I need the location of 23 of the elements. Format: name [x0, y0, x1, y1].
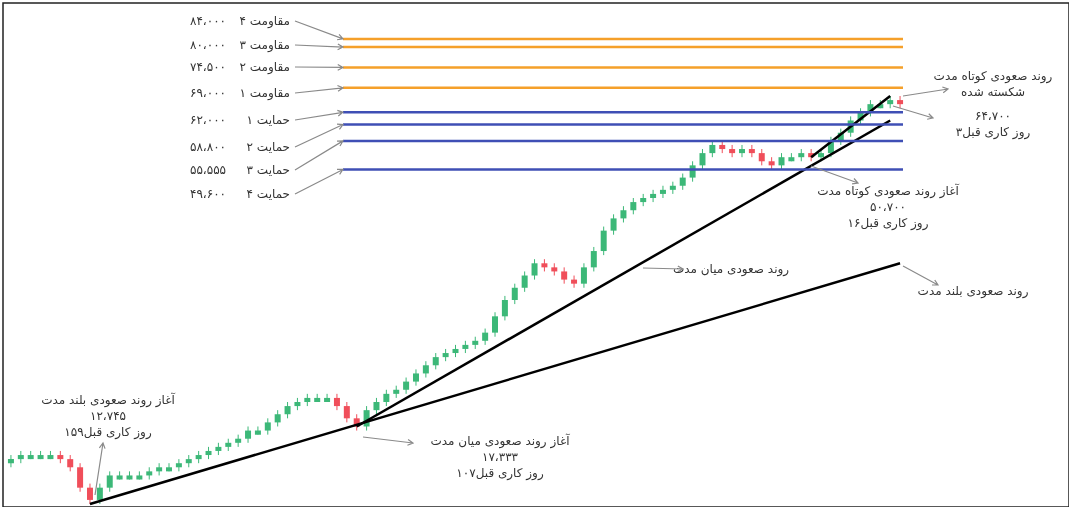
annotation: ۶۲،۰۰۰: [189, 113, 227, 127]
text: ۶۴،۷۰۰ ۳روز کاری قبل: [955, 109, 1031, 140]
annotation: آغاز روند صعودی کوتاه مدت ۵۰،۷۰۰ ۱۶روز کاری قبل: [817, 183, 960, 231]
text: روند صعودی کوتاه مدت شکسته شده: [933, 69, 1053, 99]
ref-line-label: مقاومت ۴: [239, 14, 290, 29]
ref-line-label: حمایت ۱: [246, 113, 290, 127]
ref-line-label: مقاومت ۱: [239, 86, 290, 101]
ref-line-label: حمایت ۳: [246, 163, 290, 177]
text: روند صعودی بلند مدت: [917, 284, 1029, 299]
text: ۸۰،۰۰۰: [189, 38, 227, 52]
annotation: ۴۹،۶۰۰: [189, 187, 227, 201]
ref-line-label: مقاومت ۳: [239, 38, 290, 53]
annotation: روند صعودی میان مدت: [672, 262, 790, 277]
ref-line-label: حمایت ۲: [246, 140, 290, 154]
annotation: آغاز روند صعودی میان مدت ۱۷،۳۳۳ ۱۰۷روز کاری قبل: [430, 433, 571, 481]
annotation: آغاز روند صعودی بلند مدت ۱۲،۷۴۵ ۱۵۹روز کاری قبل: [41, 392, 176, 440]
ref-line-label: حمایت ۴: [246, 187, 290, 201]
ref-line-label: مقاومت ۲: [239, 60, 290, 75]
text: ۸۴،۰۰۰: [189, 14, 227, 28]
annotation: ۶۹،۰۰۰: [189, 86, 227, 100]
text: ۷۴،۵۰۰: [189, 60, 227, 74]
annotation: ۵۸،۸۰۰: [189, 140, 227, 154]
annotation: ۵۵،۵۵۵: [189, 163, 227, 177]
